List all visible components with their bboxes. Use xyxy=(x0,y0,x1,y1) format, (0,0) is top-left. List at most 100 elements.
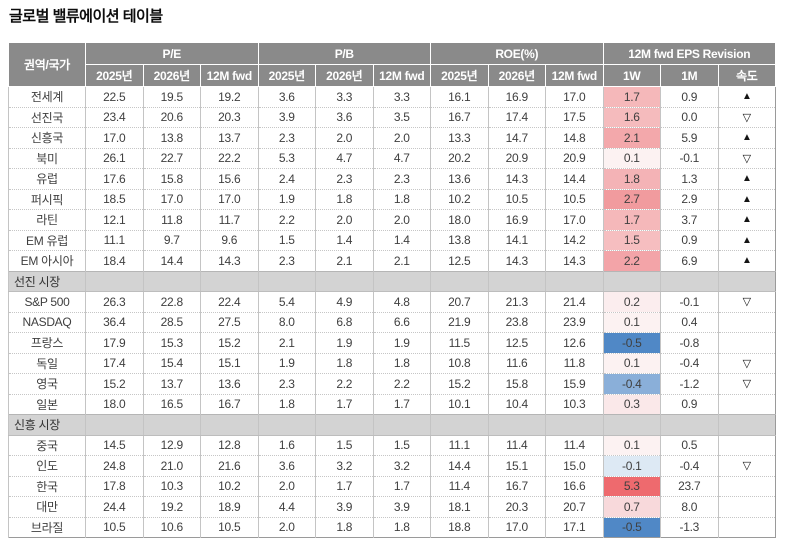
row-label: S&P 500 xyxy=(8,291,86,312)
value-cell: 16.7 xyxy=(487,475,546,497)
value-cell: 17.0 xyxy=(142,188,201,210)
header-sub-row: 2025년 2026년 12M fwd 2025년 2026년 12M fwd 2025년 2… xyxy=(9,64,776,87)
value-cell: 5.3 xyxy=(257,147,316,169)
eps-revision-1w-cell: -0.4 xyxy=(602,373,661,394)
value-cell: 19.2 xyxy=(200,86,258,107)
table-row: 한국 17.8 10.3 10.2 2.0 1.7 1.7 11.4 16.7 16.6 5.3 23… xyxy=(8,475,776,497)
value-cell: 3.3 xyxy=(315,86,373,107)
group-header-roe-: ROE(%) xyxy=(430,42,604,65)
value-cell: 23.8 xyxy=(487,311,546,333)
value-cell: 3.6 xyxy=(257,455,316,476)
value-cell: 1.7 xyxy=(372,475,431,497)
value-cell: 3.3 xyxy=(372,86,431,107)
value-cell: 10.5 xyxy=(545,188,603,210)
value-cell: 2.3 xyxy=(372,168,431,189)
value-cell: 20.3 xyxy=(487,496,546,517)
value-cell: 1.8 xyxy=(372,516,431,538)
value-cell: 15.0 xyxy=(545,455,603,476)
value-cell: 1.8 xyxy=(372,188,431,210)
value-cell: 10.3 xyxy=(545,393,603,415)
value-cell: 14.4 xyxy=(430,455,488,476)
table-row: 브라질 10.5 10.6 10.5 2.0 1.8 1.8 18.8 17.0 17.1 -0.5… xyxy=(8,516,776,538)
value-cell: 6.6 xyxy=(372,311,431,333)
value-cell: 14.1 xyxy=(487,229,546,251)
value-cell: 27.5 xyxy=(200,311,258,333)
value-cell: 1.9 xyxy=(257,188,316,210)
value-cell: 3.9 xyxy=(315,496,373,517)
value-cell: 15.3 xyxy=(142,332,201,353)
value-cell: 3.2 xyxy=(372,455,431,476)
value-cell: 1.4 xyxy=(372,229,431,251)
value-cell: 2.3 xyxy=(257,250,316,271)
section-cell xyxy=(660,414,718,436)
value-cell: 1.8 xyxy=(315,352,373,374)
value-cell: 23.7 xyxy=(660,475,718,497)
value-cell: 24.4 xyxy=(85,496,143,517)
value-cell: 13.3 xyxy=(430,127,488,148)
table-row: 북미 26.1 22.7 22.2 5.3 4.7 4.7 20.2 20.9 20.9 0.1 -0… xyxy=(8,147,776,169)
value-cell: 0.5 xyxy=(660,434,718,456)
row-label: 중국 xyxy=(8,434,86,456)
section-cell xyxy=(487,270,546,292)
value-cell: 15.6 xyxy=(200,168,258,189)
value-cell: 20.3 xyxy=(200,106,258,128)
section-cell xyxy=(372,414,431,436)
value-cell: 11.6 xyxy=(487,352,546,374)
value-cell: 11.1 xyxy=(430,434,488,456)
table-body: 전세계 22.5 19.5 19.2 3.6 3.3 3.3 16.1 16.9 17.0 1.7 0… xyxy=(8,86,776,538)
value-cell: 5.9 xyxy=(660,127,718,148)
value-cell: 14.5 xyxy=(85,434,143,456)
value-cell: 1.7 xyxy=(315,475,373,497)
value-cell: 2.0 xyxy=(257,475,316,497)
value-cell: 12.9 xyxy=(142,434,201,456)
sub-header: 2026년 xyxy=(315,64,374,87)
value-cell: 19.5 xyxy=(142,86,201,107)
value-cell: 15.4 xyxy=(142,352,201,374)
value-cell: 2.0 xyxy=(372,127,431,148)
value-cell: 11.1 xyxy=(85,229,143,251)
value-cell: 17.9 xyxy=(85,332,143,353)
value-cell: 11.8 xyxy=(142,209,201,230)
table-row: 대만 24.4 19.2 18.9 4.4 3.9 3.9 18.1 20.3 20.7 0.7 8.… xyxy=(8,496,776,517)
value-cell: 14.8 xyxy=(545,127,603,148)
value-cell: 16.9 xyxy=(487,209,546,230)
eps-revision-1w-cell: 0.1 xyxy=(602,147,661,169)
row-label: 인도 xyxy=(8,455,86,476)
table-row: 영국 15.2 13.7 13.6 2.3 2.2 2.2 15.2 15.8 15.9 -0.4-… xyxy=(8,373,776,394)
value-cell: 10.5 xyxy=(200,516,258,538)
row-label: 선진국 xyxy=(8,106,86,128)
value-cell: 3.6 xyxy=(315,106,373,128)
speed-indicator-cell: ▲ xyxy=(717,86,776,107)
value-cell: -0.1 xyxy=(660,291,718,312)
value-cell: 20.7 xyxy=(545,496,603,517)
value-cell: 3.2 xyxy=(315,455,373,476)
section-cell xyxy=(85,414,143,436)
value-cell: 18.8 xyxy=(430,516,488,538)
row-label: EM 유럽 xyxy=(8,229,86,251)
value-cell: 18.5 xyxy=(85,188,143,210)
value-cell: 1.9 xyxy=(315,332,373,353)
value-cell: 15.8 xyxy=(142,168,201,189)
section-cell xyxy=(257,270,316,292)
sub-header: 12M fwd xyxy=(200,64,259,87)
value-cell: 2.3 xyxy=(257,373,316,394)
value-cell: 1.5 xyxy=(372,434,431,456)
value-cell: 1.7 xyxy=(315,393,373,415)
value-cell: 17.0 xyxy=(545,86,603,107)
value-cell: 0.9 xyxy=(660,393,718,415)
value-cell: 0.0 xyxy=(660,106,718,128)
value-cell: 14.3 xyxy=(200,250,258,271)
value-cell: 23.9 xyxy=(545,311,603,333)
value-cell: 4.7 xyxy=(372,147,431,169)
value-cell: 16.7 xyxy=(430,106,488,128)
value-cell: 10.5 xyxy=(487,188,546,210)
value-cell: 17.0 xyxy=(200,188,258,210)
row-label: 프랑스 xyxy=(8,332,86,353)
row-label: EM 아시아 xyxy=(8,250,86,271)
group-header-p-e: P/E xyxy=(85,42,259,65)
value-cell: 18.4 xyxy=(85,250,143,271)
table-row: 유럽 17.6 15.8 15.6 2.4 2.3 2.3 13.6 14.3 14.4 1.8 1.… xyxy=(8,168,776,189)
value-cell: 10.5 xyxy=(85,516,143,538)
value-cell: 13.8 xyxy=(430,229,488,251)
section-cell xyxy=(545,414,603,436)
